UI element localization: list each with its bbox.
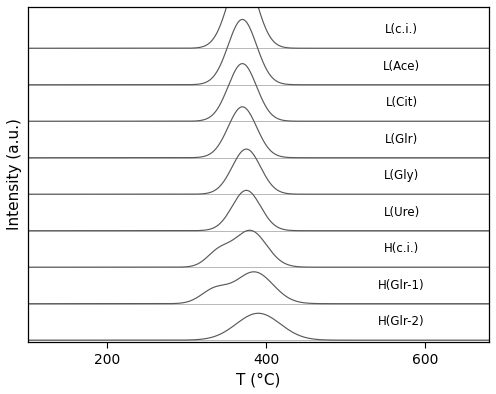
Text: H(Glr-1): H(Glr-1) — [378, 279, 425, 292]
Text: L(Glr): L(Glr) — [385, 133, 418, 146]
Text: L(Gly): L(Gly) — [384, 169, 419, 182]
Text: L(Ace): L(Ace) — [383, 60, 420, 73]
X-axis label: T (°C): T (°C) — [236, 372, 280, 387]
Y-axis label: Intensity (a.u.): Intensity (a.u.) — [7, 119, 22, 230]
Text: H(c.i.): H(c.i.) — [384, 242, 419, 255]
Text: L(Ure): L(Ure) — [383, 206, 420, 219]
Text: L(Cit): L(Cit) — [385, 97, 418, 110]
Text: L(c.i.): L(c.i.) — [385, 24, 418, 37]
Text: H(Glr-2): H(Glr-2) — [378, 316, 425, 329]
